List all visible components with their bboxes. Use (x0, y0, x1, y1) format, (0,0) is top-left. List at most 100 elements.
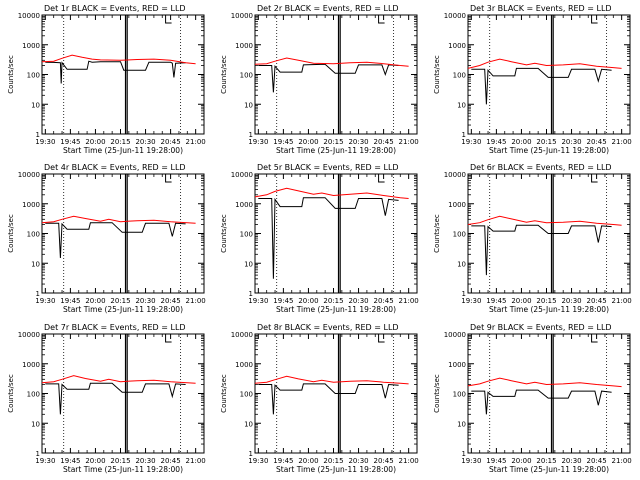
y-tick-label: 1000 (235, 361, 253, 369)
x-tick-label: 19:30 (461, 457, 481, 465)
x-tick-label: 20:00 (298, 297, 318, 305)
y-tick-label: 10000 (18, 12, 40, 20)
x-tick-label: 21:00 (612, 297, 632, 305)
y-axis-label: Counts/sec (433, 374, 441, 413)
series-line-lld (254, 57, 409, 67)
x-axis-label: Start Time (25-Jun-11 19:28:00) (489, 305, 609, 314)
y-tick-label: 100 (240, 231, 253, 239)
detector-panel-8: Det 8r BLACK = Events, RED = LLD 1 10 100 10… (220, 323, 419, 474)
y-tick-label: 10000 (231, 12, 253, 20)
interval-bracket-marker (165, 174, 172, 183)
x-tick-label: 20:15 (536, 138, 556, 146)
detector-panel-7: Det 7r BLACK = Events, RED = LLD 1 10 100 10… (7, 323, 206, 474)
x-tick-label: 20:00 (511, 138, 531, 146)
y-tick-label: 100 (453, 72, 466, 80)
series-line-events (258, 197, 399, 279)
detector-panel-5: Det 5r BLACK = Events, RED = LLD 1 10 100 10… (220, 163, 419, 314)
series-line-lld (41, 54, 196, 65)
y-tick-label: 100 (240, 391, 253, 399)
detector-panel-1: Det 1r BLACK = Events, RED = LLD 1 10 100 10… (7, 4, 206, 155)
x-tick-label: 21:00 (399, 138, 419, 146)
x-tick-label: 20:30 (561, 457, 581, 465)
x-tick-label: 19:45 (273, 138, 293, 146)
series-line-lld (254, 187, 409, 199)
series-line-events (258, 383, 399, 415)
x-tick-label: 20:30 (135, 297, 155, 305)
panel-title: Det 6r BLACK = Events, RED = LLD (470, 163, 612, 172)
interval-bracket-marker (591, 174, 598, 183)
x-tick-label: 19:30 (461, 138, 481, 146)
y-tick-label: 10 (457, 420, 466, 428)
x-tick-label: 19:30 (35, 297, 55, 305)
x-tick-label: 19:30 (461, 297, 481, 305)
y-tick-label: 10 (244, 420, 253, 428)
detector-panel-3: Det 3r BLACK = Events, RED = LLD 1 10 100 10… (433, 4, 632, 155)
x-tick-label: 21:00 (186, 457, 206, 465)
x-tick-label: 20:30 (135, 138, 155, 146)
plot-frame (41, 333, 205, 454)
x-tick-label: 19:45 (273, 457, 293, 465)
x-tick-label: 20:45 (161, 138, 181, 146)
y-tick-label: 1 (462, 131, 466, 139)
y-tick-label: 10000 (444, 331, 466, 339)
y-tick-label: 1 (249, 290, 253, 298)
y-axis-label: Counts/sec (220, 374, 228, 413)
series-line-events (471, 224, 612, 276)
interval-bracket-marker (378, 15, 385, 24)
y-tick-label: 10000 (18, 171, 40, 179)
y-tick-label: 10000 (18, 331, 40, 339)
series-line-events (471, 389, 612, 415)
y-axis-label: Counts/sec (7, 214, 15, 253)
panel-title: Det 8r BLACK = Events, RED = LLD (257, 323, 399, 332)
y-tick-label: 100 (240, 72, 253, 80)
y-tick-label: 1000 (22, 361, 40, 369)
x-tick-label: 19:45 (486, 457, 506, 465)
y-tick-label: 10 (457, 260, 466, 268)
x-axis-label: Start Time (25-Jun-11 19:28:00) (276, 465, 396, 474)
y-tick-label: 1000 (22, 201, 40, 209)
series-line-events (471, 67, 612, 105)
series-line-events (45, 222, 186, 259)
x-tick-label: 20:15 (110, 138, 130, 146)
detector-panel-6: Det 6r BLACK = Events, RED = LLD 1 10 100 10… (433, 163, 632, 314)
plot-frame (41, 14, 205, 135)
x-axis-label: Start Time (25-Jun-11 19:28:00) (489, 465, 609, 474)
x-tick-label: 20:45 (374, 457, 394, 465)
x-tick-label: 20:15 (323, 138, 343, 146)
y-tick-label: 1000 (235, 42, 253, 50)
interval-bracket-marker (165, 15, 172, 24)
series-line-events (45, 382, 186, 415)
series-line-lld (41, 375, 196, 384)
y-tick-label: 1 (36, 290, 40, 298)
y-tick-label: 10 (244, 260, 253, 268)
x-tick-label: 20:15 (110, 297, 130, 305)
x-tick-label: 20:45 (587, 138, 607, 146)
x-tick-label: 20:45 (161, 297, 181, 305)
y-tick-label: 1 (462, 450, 466, 458)
y-axis-label: Counts/sec (7, 374, 15, 413)
detector-panel-4: Det 4r BLACK = Events, RED = LLD 1 10 100 10… (7, 163, 206, 314)
x-axis-label: Start Time (25-Jun-11 19:28:00) (63, 305, 183, 314)
panel-title: Det 4r BLACK = Events, RED = LLD (44, 163, 186, 172)
y-tick-label: 10000 (444, 171, 466, 179)
detector-panel-9: Det 9r BLACK = Events, RED = LLD 1 10 100 10… (433, 323, 632, 474)
x-tick-label: 20:30 (135, 457, 155, 465)
y-axis-label: Counts/sec (433, 55, 441, 94)
y-tick-label: 10 (31, 101, 40, 109)
x-tick-label: 19:45 (273, 297, 293, 305)
y-tick-label: 1 (462, 290, 466, 298)
x-tick-label: 20:45 (587, 297, 607, 305)
x-tick-label: 19:30 (248, 297, 268, 305)
y-tick-label: 1 (36, 450, 40, 458)
y-tick-label: 100 (27, 72, 40, 80)
y-tick-label: 100 (27, 391, 40, 399)
series-line-events (258, 63, 399, 93)
y-axis-label: Counts/sec (433, 214, 441, 253)
x-tick-label: 20:30 (348, 297, 368, 305)
y-tick-label: 100 (453, 391, 466, 399)
x-tick-label: 19:30 (35, 457, 55, 465)
y-tick-label: 10000 (444, 12, 466, 20)
x-tick-label: 20:00 (298, 457, 318, 465)
y-tick-label: 1 (249, 450, 253, 458)
